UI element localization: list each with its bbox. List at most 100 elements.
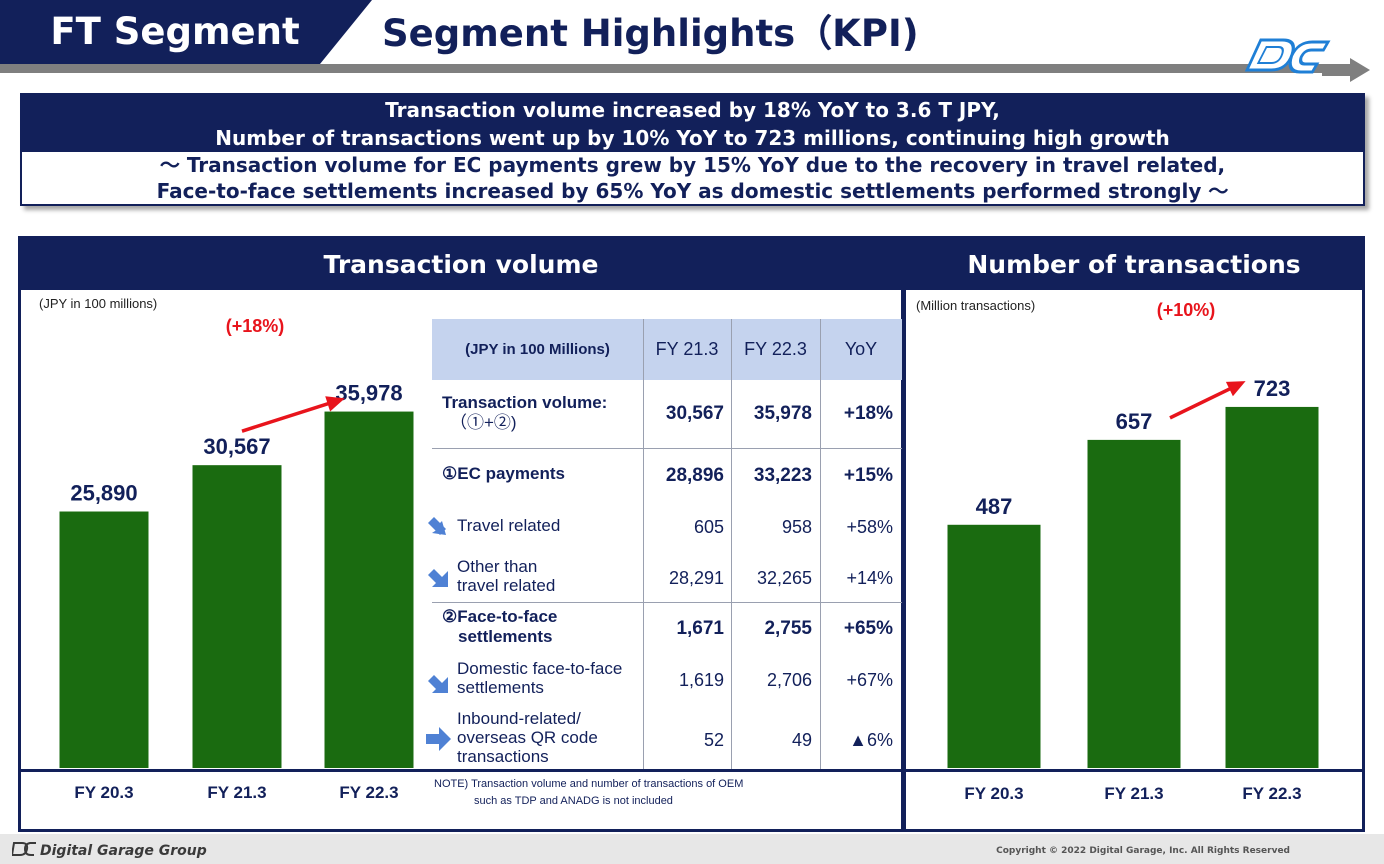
transaction-volume-chart: 25,890 FY 20.3 30,567 FY 21.3 35,978 FY 22.3 (… xyxy=(59,316,414,802)
table-cell: +67% xyxy=(846,670,893,690)
table-cell: +58% xyxy=(846,517,893,537)
bar-fy-20-3 xyxy=(947,524,1041,768)
x-tick-label: FY 20.3 xyxy=(74,783,133,802)
table-cell: 28,896 xyxy=(665,465,724,486)
table-cell: 33,223 xyxy=(753,465,812,486)
bar-value-label: 723 xyxy=(1254,376,1291,401)
summary-line-4: Face-to-face settlements increased by 65… xyxy=(156,179,1229,203)
header-rule xyxy=(0,64,1340,73)
other-travel-line2: travel related xyxy=(457,576,556,595)
domestic-line2: settlements xyxy=(457,678,544,697)
x-tick-label: FY 22.3 xyxy=(1242,784,1301,803)
footer-copyright: Copyright © 2022 Digital Garage, Inc. Al… xyxy=(996,846,1290,856)
bar-fy-21-3 xyxy=(192,465,282,768)
segment-label: FT Segment xyxy=(50,10,300,53)
sub-item-arrow-icon xyxy=(428,675,448,693)
bar-value-label: 35,978 xyxy=(335,381,402,406)
f2f-label-line1: ②Face-to-face xyxy=(442,607,558,626)
table-row-travel-label: Travel related xyxy=(457,516,561,535)
table-col-fy223: FY 22.3 xyxy=(744,339,807,359)
sub-item-right-arrow-icon xyxy=(426,727,451,751)
table-row-inbound-label: Inbound-related/ overseas QR code transa… xyxy=(457,709,642,766)
summary-line-3: ～ Transaction volume for EC payments gre… xyxy=(159,153,1226,177)
domestic-line1: Domestic face-to-face xyxy=(457,659,623,678)
table-cell: +18% xyxy=(843,403,893,424)
summary-line-2: Number of transactions went up by 10% Yo… xyxy=(215,126,1170,150)
number-of-transactions-chart: 487 FY 20.3 657 FY 21.3 723 FY 22.3 (+10%) xyxy=(947,300,1319,803)
table-cell: 605 xyxy=(693,517,724,537)
table-unit-header: (JPY in 100 Millions) xyxy=(465,341,610,358)
x-tick-label: FY 20.3 xyxy=(964,784,1023,803)
table-cell: 1,671 xyxy=(676,618,724,639)
bar-fy-22-3 xyxy=(1225,406,1319,768)
growth-arrow-icon xyxy=(1169,381,1246,420)
table-divider xyxy=(432,602,902,603)
summary-box: Transaction volume increased by 18% YoY … xyxy=(20,93,1365,206)
table-cell: 2,755 xyxy=(764,618,812,639)
table-row-ec-label: ①EC payments xyxy=(442,464,565,483)
inbound-line3: transactions xyxy=(457,747,549,766)
transactions-x-axis-band xyxy=(906,769,1362,829)
table-cell: +65% xyxy=(843,618,893,639)
table-cell: +14% xyxy=(846,568,893,588)
x-tick-label: FY 21.3 xyxy=(207,783,266,802)
table-cell: 35,978 xyxy=(753,403,812,424)
table-cell: 958 xyxy=(781,517,812,537)
growth-annotation: (+18%) xyxy=(226,316,285,336)
sub-item-arrow-icon xyxy=(428,569,448,587)
number-of-transactions-title: Number of transactions xyxy=(906,239,1362,290)
table-cell: 30,567 xyxy=(665,403,724,424)
x-tick-label: FY 22.3 xyxy=(339,783,398,802)
sub-item-arrow-icon xyxy=(428,517,446,535)
volume-unit-note: (JPY in 100 millions) xyxy=(39,296,158,311)
table-cell: 49 xyxy=(791,730,812,750)
table-note: NOTE) Transaction volume and number of t… xyxy=(434,776,894,810)
summary-line-1: Transaction volume increased by 18% YoY … xyxy=(385,98,1000,122)
table-cell: +15% xyxy=(843,465,893,486)
kpi-table: (JPY in 100 Millions) FY 21.3 FY 22.3 Yo… xyxy=(426,319,902,769)
growth-arrow-icon xyxy=(241,396,345,433)
note-line-1: NOTE) Transaction volume and number of t… xyxy=(434,778,744,790)
bar-value-label: 25,890 xyxy=(70,481,137,506)
total-label-line2: （①+②) xyxy=(450,413,517,432)
bar-fy-21-3 xyxy=(1087,439,1181,768)
page-title: Segment Highlights（KPI) xyxy=(382,12,919,55)
table-divider xyxy=(820,319,821,769)
growth-annotation: (+10%) xyxy=(1157,300,1216,320)
x-tick-label: FY 21.3 xyxy=(1104,784,1163,803)
summary-detail: ～ Transaction volume for EC payments gre… xyxy=(22,152,1363,204)
bar-value-label: 487 xyxy=(976,494,1013,519)
table-cell: 2,706 xyxy=(766,670,812,690)
table-header-row xyxy=(432,319,902,380)
segment-tab xyxy=(0,0,372,64)
inbound-line2: overseas QR code xyxy=(457,728,598,747)
table-cell: 52 xyxy=(703,730,724,750)
table-row-domestic-label: Domestic face-to-face settlements xyxy=(457,659,647,697)
inbound-line1: Inbound-related/ xyxy=(457,709,581,728)
bar-value-label: 30,567 xyxy=(203,434,270,459)
dg-logo-icon xyxy=(1244,38,1370,82)
bar-fy-22-3 xyxy=(324,411,414,768)
footer-brand: Digital Garage Group xyxy=(40,843,207,859)
bar-value-label: 657 xyxy=(1116,409,1153,434)
f2f-label-line2: settlements xyxy=(458,627,553,646)
table-col-yoy: YoY xyxy=(844,339,878,359)
dg-small-logo-icon xyxy=(12,842,36,856)
total-label-line1: Transaction volume: xyxy=(442,393,608,412)
table-divider xyxy=(731,319,732,769)
table-cell: 32,265 xyxy=(756,568,812,588)
other-travel-line1: Other than xyxy=(457,557,538,576)
bar-fy-20-3 xyxy=(59,511,149,768)
volume-x-axis-band xyxy=(21,769,901,829)
table-row-total-label: Transaction volume: （①+②) xyxy=(442,393,642,433)
table-divider xyxy=(643,319,644,769)
note-line-2: such as TDP and ANADG is not included xyxy=(474,795,673,807)
transactions-unit-note: (Million transactions) xyxy=(916,298,1036,313)
table-cell: 28,291 xyxy=(668,568,724,588)
transaction-volume-title: Transaction volume xyxy=(21,239,901,290)
summary-headline: Transaction volume increased by 18% YoY … xyxy=(22,95,1363,152)
footer: Digital Garage Group Copyright © 2022 Di… xyxy=(0,834,1384,864)
table-cell: 1,619 xyxy=(678,670,724,690)
table-cell: ▲6% xyxy=(849,730,893,750)
table-divider xyxy=(432,448,902,449)
